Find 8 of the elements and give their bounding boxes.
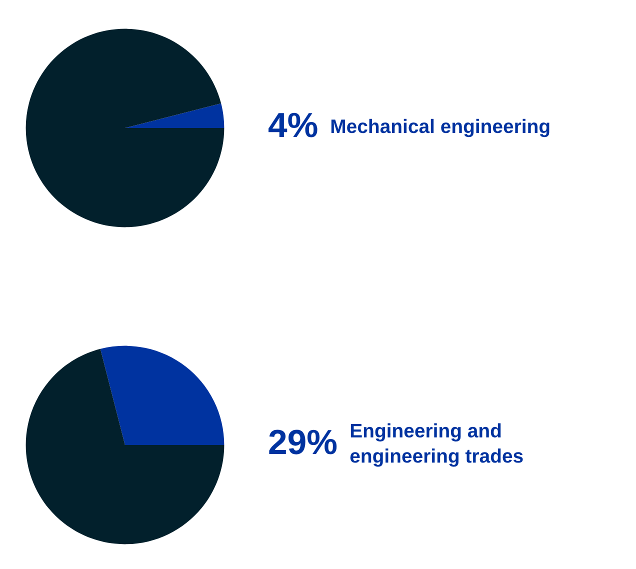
data-label: 29% bbox=[269, 430, 337, 454]
pie-slice bbox=[125, 103, 224, 128]
pie-slice bbox=[100, 346, 224, 445]
data-label: 4% bbox=[268, 112, 318, 138]
pie-slice bbox=[26, 348, 224, 544]
pie-slice bbox=[26, 28, 224, 228]
slice-label: Engineering and engineering trades bbox=[350, 423, 523, 467]
slice-label: Mechanical engineering bbox=[331, 118, 550, 138]
